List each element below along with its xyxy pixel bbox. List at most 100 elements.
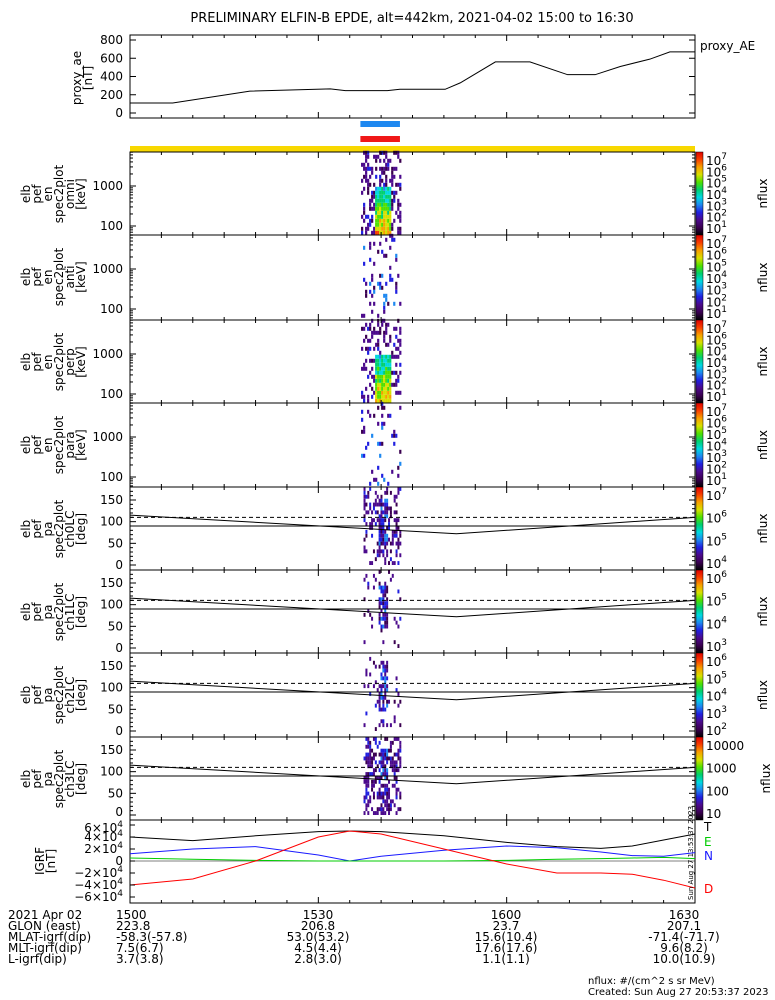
pitch-angle-pixel [388,791,391,796]
spectrogram-pixel [399,461,402,466]
spectrogram-pixel [381,190,384,195]
pitch-angle-pixel [395,768,398,773]
spectrogram-pixel [379,226,382,231]
loss-cone-line [129,597,696,618]
pitch-angle-pixel [367,737,370,741]
spectrogram-pixel [375,222,378,227]
ephemeris-value: 4.5(4.4) [294,941,342,955]
pitch-angle-pixel [380,803,383,808]
pitch-angle-pixel [374,664,377,669]
spectrogram-pixel [369,338,372,343]
pitch-angle-pixel [363,498,366,503]
spectrogram-pixel [385,237,388,242]
y-tick-label: 50 [108,786,123,800]
energy-panel-frame-omni [129,151,696,236]
spectrogram-pixel [389,198,392,203]
axis-label-line: elb [19,353,33,371]
pitch-angle-pixel [376,549,379,554]
pitch-angle-pixel [380,522,383,526]
spectrogram-pixel [399,230,402,235]
spectrogram-pixel [377,374,380,379]
spectrogram-pixel [389,206,392,211]
pitch-angle-pixel [395,553,398,558]
pitch-angle-pixel [386,752,389,757]
spectrogram-pixel [381,186,384,191]
pitch-angle-pixel [365,533,368,538]
spectrogram-pixel [363,186,366,191]
y-tick-label: −6×104 [74,889,123,904]
spectrogram-pixel [387,413,390,418]
pitch-angle-pixel [371,807,374,812]
pitch-angle-pixel [378,581,381,586]
y-tick-label: 100 [100,598,123,612]
spectrogram-pixel [395,281,398,286]
pitch-angle-pixel [384,756,387,761]
pitch-angle-pixel [378,502,381,507]
pitch-angle-pixel [372,502,375,507]
spectrogram-pixel [387,378,390,383]
axis-label-line: pa [41,688,55,703]
spectrogram-pixel [395,362,398,367]
spectrogram-pixel [389,334,392,339]
spectrogram-pixel [373,374,376,379]
spectrogram-pixel [383,186,386,191]
colorbar-tick-label: 10000 [706,739,744,753]
pitch-angle-pixel [382,510,385,515]
spectrogram-pixel [369,202,372,207]
spectrogram-pixel [385,253,388,258]
pitch-angle-pixel [382,684,385,689]
y-tick-label: 100 [100,765,123,779]
pitch-angle-pixel [395,787,398,792]
spectrogram-pixel [399,330,402,335]
pitch-angle-pixel [365,756,368,761]
pitch-angle-pixel [399,616,402,621]
loss-cone-line [129,764,696,785]
pitch-angle-pixel [384,498,387,503]
pitch-angle-pixel [367,811,370,815]
spectrogram-pixel [385,154,388,159]
pitch-angle-pixel [363,490,366,495]
pitch-angle-pixel [399,597,402,602]
pitch-angle-pixel [386,807,389,812]
spectrogram-pixel [369,481,372,486]
spectrogram-pixel [377,390,380,395]
pitch-angle-pixel [367,776,370,780]
pitch-angle-pixel [374,811,377,815]
pitch-angle-pixel [386,537,389,542]
pitch-angle-pixel [374,577,377,582]
spectrogram-pixel [365,289,368,294]
pitch-angle-pixel [380,585,383,590]
pitch-angle-pixel [388,526,391,530]
pitch-angle-pixel [395,518,398,523]
pitch-angle-pixel [374,776,377,780]
pitch-angle-pixel [397,518,400,523]
y-tick-label: 100 [100,302,123,316]
spectrogram-pixel [389,226,392,231]
pa-panel-frame-ch2LC [129,652,696,738]
spectrogram-pixel [373,358,376,363]
spectrogram-pixel [393,194,396,199]
spectrogram-pixel [387,194,390,199]
spectrogram-pixel [391,206,394,211]
spectrogram-pixel [363,162,366,167]
spectrogram-pixel [385,297,388,302]
pitch-angle-pixel [369,692,372,696]
pitch-angle-pixel [384,506,387,511]
pitch-angle-pixel [380,541,383,546]
pitch-angle-pixel [382,664,385,669]
pitch-angle-pixel [365,668,368,673]
spectrogram-pixel [377,342,380,347]
pitch-angle-pixel [389,807,392,812]
pitch-angle-pixel [380,684,383,689]
axis-label-line: [nT] [44,849,58,873]
spectrogram-pixel [387,162,390,167]
spectrogram-pixel [381,226,384,231]
spectrogram-pixel [365,281,368,286]
pitch-angle-pixel [382,748,385,753]
pitch-angle-pixel [397,589,400,594]
spectrogram-pixel [389,230,392,235]
pitch-angle-pixel [399,553,402,558]
y-tick-label: −4×104 [74,877,123,892]
pitch-angle-pixel [378,549,381,554]
pitch-angle-pixel [388,779,391,784]
